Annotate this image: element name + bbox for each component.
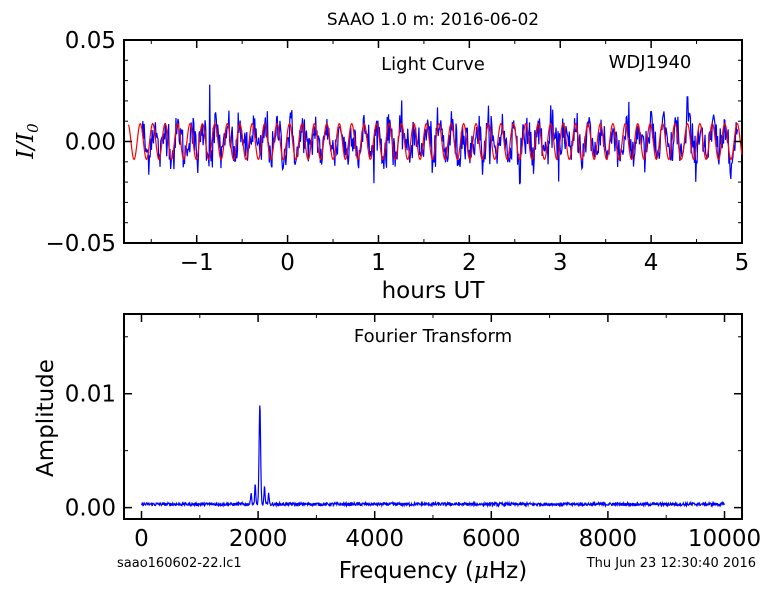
light-curve-panel: −1 0 1 2 3 4 5 −0.05 0.00 0.05 Light Curve WDJ194… xyxy=(13,28,749,304)
light-curve-xtick-label: 4 xyxy=(644,250,659,276)
light-curve-xtick-label: 3 xyxy=(553,250,568,276)
light-curve-xtick-label: 0 xyxy=(280,250,295,276)
fourier-ticks: 0 2000 4000 6000 8000 10000 0.00 0.01 xyxy=(65,314,761,552)
fourier-xtick-label: 4000 xyxy=(345,526,404,552)
light-curve-ytick-label: −0.05 xyxy=(46,231,116,257)
fourier-annotation: Fourier Transform xyxy=(354,326,512,347)
fourier-data-line xyxy=(140,405,726,509)
light-curve-ytick-label: 0.05 xyxy=(65,28,116,54)
light-curve-model-line xyxy=(127,122,743,161)
light-curve-plot-area xyxy=(127,84,743,185)
fourier-ytick-label: 0.01 xyxy=(65,382,116,408)
fourier-xtick-label: 10000 xyxy=(688,526,761,552)
fourier-ylabel: Amplitude xyxy=(33,359,59,477)
fourier-xtick-label: 2000 xyxy=(229,526,288,552)
light-curve-ticks: −1 0 1 2 3 4 5 −0.05 0.00 0.05 xyxy=(46,28,750,276)
light-curve-ytick-label: 0.00 xyxy=(65,130,116,156)
fourier-xtick-label: 8000 xyxy=(579,526,638,552)
fourier-xtick-label: 0 xyxy=(134,526,149,552)
light-curve-xtick-label: −1 xyxy=(180,250,214,276)
light-curve-annotation: Light Curve xyxy=(381,54,485,75)
fourier-xlabel: Frequency (μHz) xyxy=(339,558,527,584)
footer-filename: saao160602-22.lc1 xyxy=(117,556,242,571)
light-curve-ylabel: I/I0 xyxy=(13,123,42,160)
fourier-ytick-label: 0.00 xyxy=(65,496,116,522)
figure-title: SAAO 1.0 m: 2016-06-02 xyxy=(327,10,539,30)
fourier-plot-area xyxy=(140,405,726,509)
light-curve-xlabel: hours UT xyxy=(382,278,486,304)
object-label: WDJ1940 xyxy=(609,52,692,73)
fourier-panel: 0 2000 4000 6000 8000 10000 0.00 0.01 Fourier T… xyxy=(33,313,761,584)
fourier-xtick-label: 6000 xyxy=(462,526,521,552)
light-curve-xtick-label: 5 xyxy=(735,250,750,276)
light-curve-xtick-label: 2 xyxy=(462,250,477,276)
footer-timestamp: Thu Jun 23 12:30:40 2016 xyxy=(586,556,756,571)
light-curve-xtick-label: 1 xyxy=(371,250,386,276)
